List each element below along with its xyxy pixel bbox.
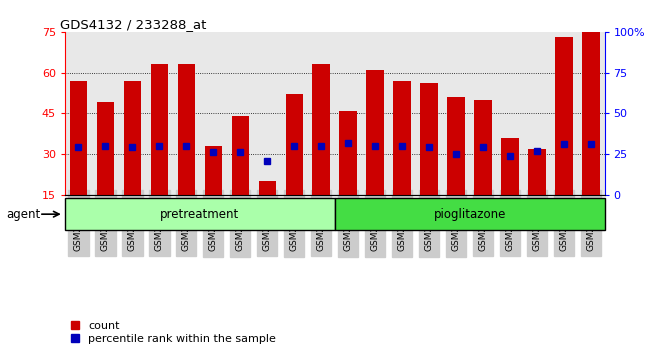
Text: pretreatment: pretreatment: [161, 208, 239, 221]
Bar: [65, 198, 335, 230]
Bar: [205, 146, 222, 195]
Bar: [335, 198, 604, 230]
Bar: [367, 70, 384, 195]
Bar: [151, 64, 168, 195]
Bar: [339, 110, 357, 195]
Bar: [528, 149, 546, 195]
Bar: [231, 116, 249, 195]
Text: pioglitazone: pioglitazone: [434, 208, 506, 221]
Bar: [124, 81, 141, 195]
Text: agent: agent: [6, 208, 41, 221]
Bar: [555, 37, 573, 195]
Bar: [97, 102, 114, 195]
Bar: [447, 97, 465, 195]
Bar: [474, 100, 492, 195]
Bar: [393, 81, 411, 195]
Text: GDS4132 / 233288_at: GDS4132 / 233288_at: [60, 18, 206, 31]
Bar: [177, 64, 195, 195]
Legend: count, percentile rank within the sample: count, percentile rank within the sample: [71, 321, 276, 344]
Bar: [582, 32, 600, 195]
Bar: [70, 81, 87, 195]
Bar: [313, 64, 330, 195]
Bar: [501, 138, 519, 195]
Bar: [259, 181, 276, 195]
Bar: [421, 84, 438, 195]
Bar: [285, 94, 303, 195]
